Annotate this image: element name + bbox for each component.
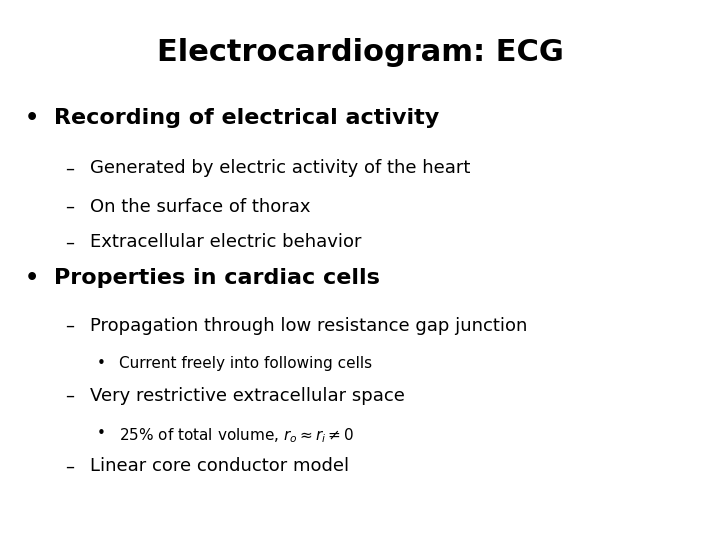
Text: –: – [65, 387, 73, 405]
Text: Properties in cardiac cells: Properties in cardiac cells [54, 268, 380, 288]
Text: Linear core conductor model: Linear core conductor model [90, 457, 349, 475]
Text: •: • [25, 268, 40, 288]
Text: –: – [65, 233, 73, 251]
Text: •: • [97, 356, 106, 371]
Text: –: – [65, 317, 73, 335]
Text: Generated by electric activity of the heart: Generated by electric activity of the he… [90, 159, 470, 177]
Text: •: • [97, 426, 106, 441]
Text: Propagation through low resistance gap junction: Propagation through low resistance gap j… [90, 317, 527, 335]
Text: Very restrictive extracellular space: Very restrictive extracellular space [90, 387, 405, 405]
Text: –: – [65, 198, 73, 216]
Text: –: – [65, 159, 73, 177]
Text: –: – [65, 457, 73, 475]
Text: Current freely into following cells: Current freely into following cells [119, 356, 372, 371]
Text: •: • [25, 108, 40, 128]
Text: On the surface of thorax: On the surface of thorax [90, 198, 310, 216]
Text: Recording of electrical activity: Recording of electrical activity [54, 108, 439, 128]
Text: 25% of total volume, $r_o \approx r_i \neq 0$: 25% of total volume, $r_o \approx r_i \n… [119, 426, 354, 445]
Text: Extracellular electric behavior: Extracellular electric behavior [90, 233, 361, 251]
Text: Electrocardiogram: ECG: Electrocardiogram: ECG [156, 38, 564, 67]
